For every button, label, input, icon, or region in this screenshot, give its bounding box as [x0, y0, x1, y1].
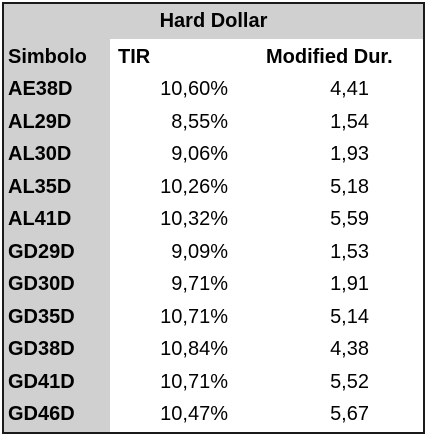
cell-tir: 10,71%: [160, 305, 228, 328]
cell-symbol: GD30D: [8, 273, 75, 295]
bond-table: Hard Dollar Simbolo TIR Modified Dur. AE…: [2, 2, 425, 434]
cell-symbol: GD38D: [8, 338, 75, 360]
cell-tir: 10,32%: [160, 208, 228, 230]
table-row: GD30D 9,71% 1,91: [4, 270, 423, 303]
cell-duration: 4,38: [330, 338, 369, 360]
cell-duration: 1,54: [330, 110, 369, 133]
table-body: AE38D 10,60% 4,41 AL29D 8,55% 1,54 AL30D…: [4, 75, 423, 433]
cell-duration: 5,14: [330, 305, 369, 328]
table-row: GD29D 9,09% 1,53: [4, 238, 423, 271]
table-title: Hard Dollar: [4, 4, 423, 39]
header-duration: Modified Dur.: [266, 45, 393, 68]
table-row: GD35D 10,71% 5,14: [4, 303, 423, 336]
cell-tir: 10,71%: [160, 370, 228, 393]
cell-tir: 9,06%: [171, 143, 228, 165]
cell-symbol: GD46D: [8, 403, 75, 425]
table-row: GD38D 10,84% 4,38: [4, 335, 423, 368]
cell-symbol: GD29D: [8, 240, 75, 263]
symbol-column-shading: [4, 39, 110, 432]
table-row: AL29D 8,55% 1,54: [4, 108, 423, 141]
cell-duration: 5,67: [330, 403, 369, 425]
header-row: Simbolo TIR Modified Dur.: [4, 39, 423, 75]
table-row: AL41D 10,32% 5,59: [4, 205, 423, 238]
cell-symbol: AL35D: [8, 175, 72, 198]
cell-symbol: AL30D: [8, 143, 72, 165]
cell-symbol: AE38D: [8, 78, 73, 100]
cell-symbol: GD41D: [8, 370, 75, 393]
cell-duration: 5,18: [330, 175, 369, 198]
cell-duration: 5,52: [330, 370, 369, 393]
cell-tir: 9,71%: [171, 273, 228, 295]
cell-duration: 1,91: [330, 273, 369, 295]
cell-symbol: AL29D: [8, 110, 72, 133]
table-title-text: Hard Dollar: [159, 10, 268, 32]
cell-duration: 1,53: [330, 240, 369, 263]
table-row: AL30D 9,06% 1,93: [4, 140, 423, 173]
table-row: GD41D 10,71% 5,52: [4, 368, 423, 401]
table-row: GD46D 10,47% 5,67: [4, 400, 423, 433]
cell-symbol: AL41D: [8, 208, 72, 230]
cell-tir: 10,26%: [160, 175, 228, 198]
cell-tir: 9,09%: [171, 240, 228, 263]
header-symbol: Simbolo: [8, 45, 87, 68]
cell-duration: 4,41: [330, 78, 369, 100]
header-tir: TIR: [118, 45, 151, 68]
table-row: AL35D 10,26% 5,18: [4, 173, 423, 206]
cell-tir: 8,55%: [171, 110, 228, 133]
table-row: AE38D 10,60% 4,41: [4, 75, 423, 108]
cell-duration: 1,93: [330, 143, 369, 165]
cell-tir: 10,84%: [160, 338, 228, 360]
cell-duration: 5,59: [330, 208, 369, 230]
cell-tir: 10,60%: [160, 78, 228, 100]
cell-tir: 10,47%: [160, 403, 228, 425]
cell-symbol: GD35D: [8, 305, 75, 328]
